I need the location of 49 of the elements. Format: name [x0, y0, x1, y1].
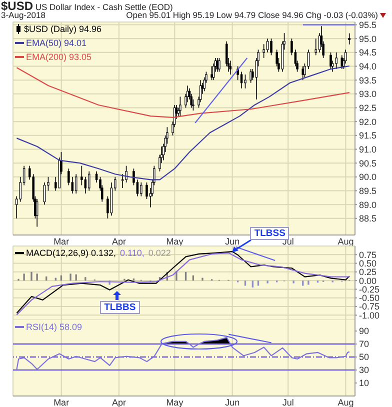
legend-label: MACD(12,26,9) 0.132,: [26, 248, 116, 258]
legend-label: $USD (Daily) 94.96: [24, 24, 102, 34]
x-tick-label: Jun: [225, 236, 240, 246]
y-tick-label: 90: [359, 326, 370, 336]
chart-subtitle: 3-Aug-2018: [1, 10, 46, 20]
y-tick-label: 94.0: [359, 61, 377, 72]
y-tick-label: 95.5: [359, 20, 377, 30]
x-tick-label: Aug: [338, 397, 354, 407]
y-tick-label: 0.00: [359, 276, 377, 286]
y-tick-label: 89.0: [359, 200, 377, 210]
y-tick-label: 10: [359, 378, 370, 388]
y-tick-label: 88.5: [359, 214, 377, 224]
x-tick-label: Apr: [112, 397, 126, 407]
y-tick-label: 91.5: [359, 130, 377, 141]
y-tick-label: 91.0: [359, 144, 377, 154]
legend-label: RSI(14) 58.09: [26, 322, 82, 332]
x-tick-label: Mar: [54, 236, 70, 246]
y-tick-label: 50: [359, 352, 370, 362]
series-label: 0.022: [148, 248, 171, 258]
y-tick-label: 0.25: [359, 267, 377, 278]
y-tick-label: 70: [359, 339, 370, 350]
x-tick-label: May: [166, 397, 184, 407]
text: 0.110,: [120, 248, 144, 258]
annotation: TLBBS: [100, 300, 140, 314]
y-tick-label: 90.0: [359, 172, 377, 182]
y-tick-label: 95.0: [359, 34, 377, 44]
y-tick-label: 90.5: [359, 158, 377, 168]
y-tick-label: 30: [359, 365, 370, 376]
x-tick-label: Apr: [112, 236, 126, 246]
y-tick-label: -0.25: [359, 284, 380, 294]
y-tick-label: 93.0: [359, 89, 377, 100]
y-tick-label: 93.5: [359, 75, 377, 86]
x-tick-label: Mar: [54, 397, 70, 407]
legend-label: EMA(50) 94.01: [26, 38, 87, 48]
y-tick-label: 92.5: [359, 102, 377, 113]
x-tick-label: Jul: [282, 397, 294, 407]
y-tick-label: -0.50: [359, 293, 380, 304]
y-tick-label: 0.75: [359, 250, 377, 260]
y-tick-label: -1.00: [359, 310, 380, 320]
legend-label: EMA(200) 93.05: [26, 52, 92, 62]
y-tick-label: 0.50: [359, 258, 377, 268]
annotation: TLBSS: [250, 226, 290, 240]
y-tick-label: -0.75: [359, 302, 380, 312]
x-tick-label: May: [166, 236, 184, 246]
y-tick-label: 89.5: [359, 186, 377, 196]
chart-title: $USD US Dollar Index - Cash Settle (EOD): [1, 0, 173, 13]
y-tick-label: 92.0: [359, 116, 377, 127]
y-tick-label: 94.5: [359, 48, 377, 58]
x-tick-label: Jun: [225, 397, 240, 407]
